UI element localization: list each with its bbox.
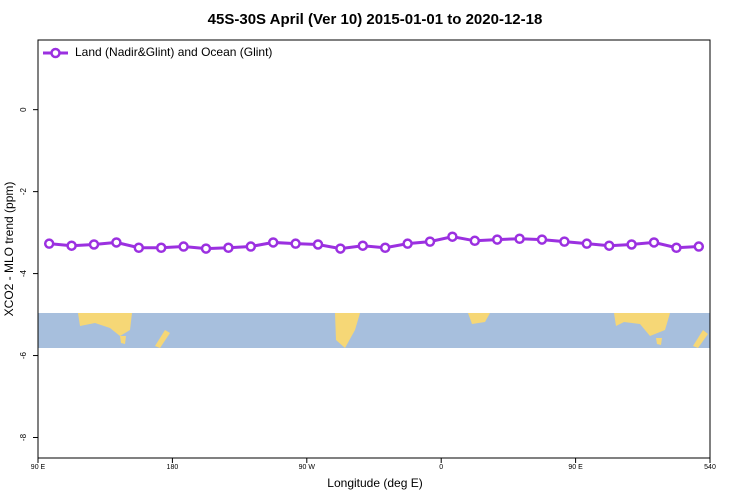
- point: [603, 240, 615, 251]
- point: [357, 240, 369, 251]
- x-axis-label: Longitude (deg E): [327, 476, 422, 490]
- point: [335, 243, 346, 254]
- y-axis-label: XCO2 - MLO trend (ppm): [2, 182, 16, 317]
- y-tick-label: -2: [19, 188, 28, 196]
- point: [469, 235, 481, 247]
- point: [178, 241, 189, 252]
- x-tick-label: 90 E: [568, 464, 583, 471]
- point: [447, 231, 458, 242]
- point: [402, 238, 413, 249]
- point: [223, 242, 234, 254]
- y-tick-label: -8: [19, 433, 28, 441]
- legend-label: Land (Nadir&Glint) and Ocean (Glint): [75, 45, 272, 59]
- y-tick-label: 0: [19, 107, 28, 112]
- point: [626, 239, 637, 250]
- point: [693, 241, 705, 252]
- legend-marker: [50, 47, 61, 59]
- point: [267, 237, 279, 248]
- point: [290, 238, 301, 249]
- x-tick-label: 90 W: [299, 464, 316, 471]
- point: [133, 242, 145, 254]
- point: [536, 234, 548, 245]
- point: [66, 240, 77, 251]
- x-tick-label: 540: [704, 464, 716, 471]
- x-tick-label: 180: [167, 464, 179, 471]
- y-tick-label: -4: [19, 269, 28, 277]
- x-tick-label: 0: [439, 464, 443, 471]
- point: [379, 242, 391, 254]
- point: [312, 239, 324, 250]
- point: [491, 234, 503, 245]
- point: [581, 238, 593, 249]
- map-band: [38, 313, 710, 348]
- point: [424, 236, 436, 247]
- point: [671, 242, 682, 254]
- plot-frame: [37, 39, 711, 459]
- chart-title: 45S-30S April (Ver 10) 2015-01-01 to 202…: [208, 11, 543, 28]
- series-line: [49, 235, 699, 251]
- point: [88, 239, 100, 250]
- y-tick-label: -6: [19, 351, 28, 359]
- x-tick-label: 90 E: [31, 464, 46, 471]
- point: [559, 236, 570, 247]
- point: [648, 237, 660, 248]
- point: [245, 241, 257, 252]
- point: [200, 243, 212, 254]
- point: [43, 238, 55, 249]
- point: [111, 237, 122, 248]
- point: [155, 242, 167, 254]
- point: [514, 233, 525, 245]
